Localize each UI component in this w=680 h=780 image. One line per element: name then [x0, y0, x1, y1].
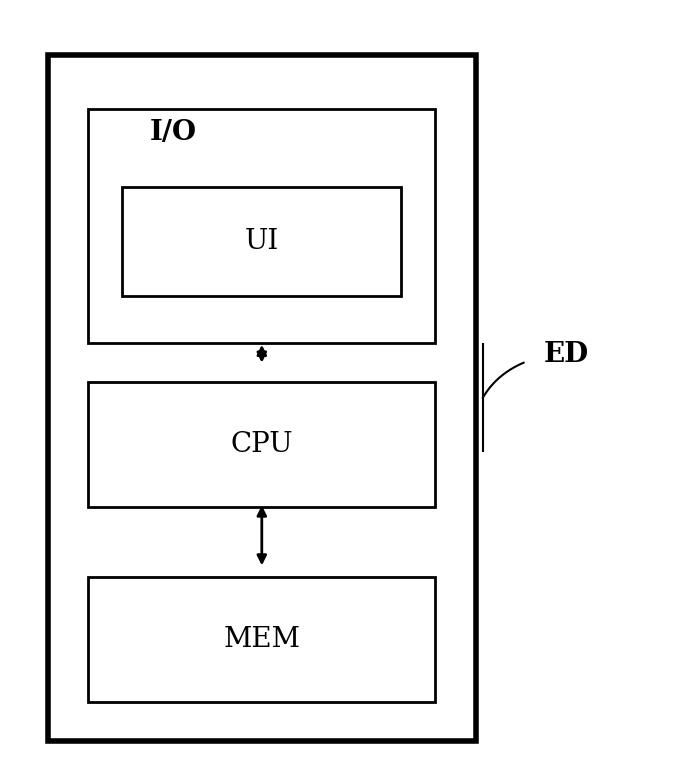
Text: UI: UI — [245, 229, 279, 255]
Text: I/O: I/O — [150, 119, 197, 146]
Bar — [48, 55, 476, 741]
Bar — [122, 187, 401, 296]
Text: MEM: MEM — [223, 626, 301, 653]
Text: ED: ED — [544, 342, 589, 368]
Text: CPU: CPU — [231, 431, 293, 458]
Bar — [88, 109, 435, 343]
Bar — [88, 382, 435, 507]
Bar — [88, 577, 435, 702]
